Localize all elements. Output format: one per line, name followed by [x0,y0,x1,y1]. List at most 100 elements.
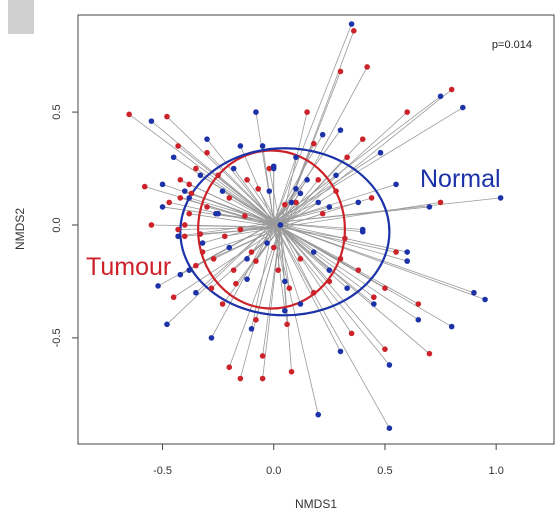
tumour-point [219,301,226,307]
normal-spider-link [273,222,286,311]
normal-point [386,425,393,431]
plot-frame [77,14,555,445]
normal-point [186,195,193,201]
tumour-point [284,321,290,328]
normal-point [155,283,161,289]
tumour-spider-link [166,116,281,228]
tumour-point [404,109,410,115]
normal-point [177,271,184,278]
tumour-point [382,285,388,292]
tumour-point [337,68,344,75]
normal-point [293,186,299,192]
tumour-point [304,109,310,115]
tumour-ellipse [197,149,347,310]
tumour-point [342,235,348,242]
normal-point [248,326,255,332]
tumour-point [253,317,259,323]
tumour-spider-link [280,227,352,334]
normal-spider-link [273,202,319,224]
normal-point [237,143,244,149]
tumour-point [248,249,255,255]
normal-spider-link [273,222,390,366]
normal-spider-link [273,152,381,224]
tumour-point [230,267,237,273]
normal-point [264,240,270,246]
normal-point [448,323,455,330]
tumour-point [222,233,228,240]
normal-point [164,321,170,328]
tumour-point [310,140,317,147]
normal-point [310,249,317,255]
tumour-point [197,231,204,237]
tumour-point [333,188,339,194]
normal-spider-link [184,190,274,224]
tumour-point [210,256,217,262]
tumour-point [170,294,177,301]
tumour-point [244,177,250,183]
normal-point [266,188,273,194]
tumour-point [215,172,221,179]
normal-spider-link [273,222,375,305]
tumour-point [175,226,181,233]
p-value-annotation: p=0.014 [492,39,532,51]
tumour-spider-link [228,227,281,368]
corner-swatch [8,0,34,34]
tumour-point [371,294,377,301]
normal-point [288,199,295,206]
normal-point [226,244,233,251]
normal-point [377,149,384,156]
normal-spider-link [206,138,275,223]
normal-spider-link [273,222,408,253]
normal-point [333,172,339,179]
x-axis: -0.5 0.0 0.5 1.0 [153,444,504,477]
tumour-point [226,195,233,201]
tumour-spider-link [178,226,281,230]
tumour-point [326,278,333,285]
normal-point [415,317,422,323]
y-tick-label: 0.5 [51,104,63,119]
normal-point [193,289,199,296]
tumour-point [186,210,193,217]
normal-spider-link [273,222,475,294]
normal-spider-link [202,222,274,244]
tumour-group-label: Tumour [86,253,171,281]
normal-spider-link [273,222,452,327]
tumour-point [204,149,210,156]
tumour-point [344,154,350,161]
tumour-spider-link [280,226,386,350]
tumour-point [355,267,362,273]
normal-point [230,165,237,172]
group-ellipses [179,147,391,317]
normal-point [270,163,277,170]
tumour-point [288,368,295,375]
normal-group-label: Normal [420,165,501,193]
normal-spider-link [273,222,363,230]
normal-point [213,210,219,217]
tumour-point [364,64,370,70]
normal-point [497,195,504,201]
tumour-point [348,330,355,337]
tumour-point [351,28,357,34]
tumour-point [266,165,273,172]
normal-point [326,267,333,273]
tumour-point [237,226,244,233]
y-axis-title: NMDS2 [13,208,27,250]
normal-point [359,226,366,233]
tumour-point [148,222,155,228]
normal-point [471,289,477,296]
normal-point [371,301,377,307]
tumour-point [237,375,244,382]
normal-point [337,348,344,355]
tumour-point [393,249,399,255]
y-tick-label: 0.0 [51,217,63,232]
normal-point [208,335,215,341]
normal-spider-link [195,222,275,294]
normal-spider-link [211,222,275,339]
normal-point [253,109,259,115]
normal-spider-link [273,222,286,282]
normal-spider-link [273,222,390,429]
normal-point [175,233,181,240]
normal-spider-link [268,191,275,223]
normal-point [482,296,488,303]
tumour-spider-link [280,138,364,228]
